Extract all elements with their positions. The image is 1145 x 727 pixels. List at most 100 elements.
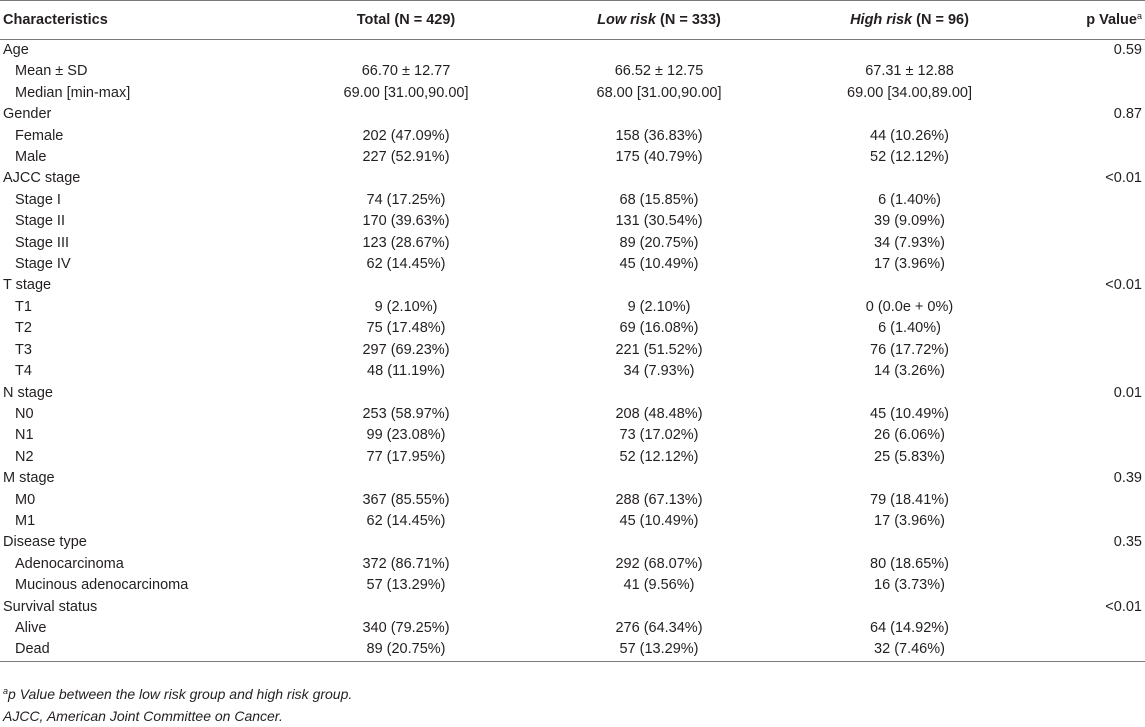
cell-p-value [1033,254,1145,275]
footnote-a-marker: a [3,686,9,696]
header-total: Total (N = 429) [280,0,532,40]
header-characteristics: Characteristics [0,0,280,40]
table-group-row: M stage 0.39 [0,468,1145,489]
cell-low-risk: 9 (2.10%) [627,298,691,315]
cell-high-risk: 52 (12.12%) [870,149,949,166]
cell-high-risk: 64 (14.92%) [870,619,949,636]
row-label: Mean ± SD [15,63,88,80]
cell-total: 66.70 ± 12.77 [361,63,451,80]
table-row: N0 253 (58.97%) 208 (48.48%) 45 (10.49%) [0,404,1145,425]
table-row: Median [min-max] 69.00 [31.00,90.00] 68.00… [0,83,1145,104]
cell-low-risk: 45 (10.49%) [619,256,699,273]
footnote-a-text: p Value between the low risk group and h… [8,686,353,702]
cell-high-risk: 39 (9.09%) [874,213,945,230]
cell-high-risk: 17 (3.96%) [874,512,945,529]
cell-high-risk [786,40,1033,62]
row-label: N1 [15,427,34,444]
cell-low-risk: 288 (67.13%) [615,491,703,508]
cell-high-risk: 69.00 [34.00,89.00] [847,84,972,101]
row-label: N2 [15,448,34,465]
cell-total [280,40,532,62]
table-row: Stage III 123 (28.67%) 89 (20.75%) 34 (7.93… [0,233,1145,254]
row-label: Dead [0,639,280,662]
cell-high-risk: 76 (17.72%) [870,341,949,358]
cell-p-value [1033,425,1145,446]
row-label: Adenocarcinoma [15,555,124,572]
cell-high-risk: 44 (10.26%) [870,127,949,144]
cell-low-risk [532,40,786,62]
cell-high-risk [786,168,1033,189]
cell-low-risk [532,168,786,189]
cell-total: 123 (28.67%) [362,234,450,251]
table-body: Age 0.59 Mean ± SD 66.70 ± 12.77 66.52 ± 12.… [0,40,1145,662]
cell-p-value: 0.01 [1113,384,1142,401]
table-row: T1 9 (2.10%) 9 (2.10%) 0 (0.0e + 0%) [0,297,1145,318]
cell-p-value [1033,61,1145,82]
cell-high-risk [786,275,1033,296]
row-label: T2 [15,320,32,337]
row-label: Stage II [15,213,65,230]
cell-low-risk: 276 (64.34%) [615,619,703,636]
cell-low-risk: 221 (51.52%) [615,341,703,358]
row-label: M0 [15,491,36,508]
cell-total: 170 (39.63%) [362,213,450,230]
row-label: N0 [15,405,34,422]
cell-total: 297 (69.23%) [362,341,450,358]
cell-low-risk: 45 (10.49%) [619,512,699,529]
cell-p-value [1033,361,1145,382]
cell-low-risk: 68.00 [31.00,90.00] [596,84,722,101]
row-label: T stage [3,277,52,294]
cell-high-risk: 0 (0.0e + 0%) [865,298,954,315]
cell-total: 74 (17.25%) [366,191,446,208]
cell-total [280,104,532,125]
table-group-row: Gender 0.87 [0,104,1145,125]
cell-total: 9 (2.10%) [374,298,438,315]
row-label: Mucinous adenocarcinoma [15,577,189,594]
cell-total [280,532,532,553]
cell-p-value [1033,233,1145,254]
cell-p-value [1033,190,1145,211]
row-label: N stage [3,384,53,401]
cell-high-risk: 6 (1.40%) [878,191,941,208]
cell-total: 89 (20.75%) [280,639,532,662]
cell-p-value: 0.35 [1113,534,1142,551]
footnote-ajcc: AJCC, American Joint Committee on Cancer… [3,708,283,724]
cell-low-risk [532,383,786,404]
cell-p-value: 0.59 [1113,42,1142,58]
cell-low-risk: 68 (15.85%) [619,191,699,208]
row-label: M1 [15,512,36,529]
header-low-risk: Low risk (N = 333) [532,0,786,40]
row-label: Stage III [15,234,70,251]
cell-low-risk: 34 (7.93%) [623,363,695,380]
row-label: T1 [15,298,32,315]
cell-p-value [1033,404,1145,425]
cell-total: 340 (79.25%) [362,619,450,636]
cell-low-risk: 175 (40.79%) [615,149,703,166]
header-high-risk-italic: High risk [850,12,913,28]
cell-low-risk [532,597,786,618]
cell-p-value [1033,639,1145,662]
cell-total [280,468,532,489]
table-row: N2 77 (17.95%) 52 (12.12%) 25 (5.83%) [0,447,1145,468]
header-low-risk-italic: Low risk [597,12,656,28]
cell-p-value: <0.01 [1105,277,1142,294]
header-characteristics-label: Characteristics [3,12,108,28]
cell-low-risk: 131 (30.54%) [615,213,703,230]
header-low-risk-n: (N = 333) [655,12,721,28]
cell-total: 227 (52.91%) [362,149,450,166]
row-label: AJCC stage [3,170,81,187]
cell-p-value [1033,318,1145,339]
cell-total: 372 (86.71%) [362,555,450,572]
cell-high-risk [786,104,1033,125]
cell-p-value [1033,211,1145,232]
cell-total: 202 (47.09%) [362,127,450,144]
cell-p-value [1033,554,1145,575]
row-label: Age [3,42,29,58]
cell-total: 77 (17.95%) [366,448,446,465]
cell-low-risk [532,532,786,553]
table-row: M1 62 (14.45%) 45 (10.49%) 17 (3.96%) [0,511,1145,532]
cell-p-value [1033,297,1145,318]
row-label: Disease type [3,534,87,551]
table-row: Female 202 (47.09%) 158 (36.83%) 44 (10.26%… [0,126,1145,147]
cell-total [280,383,532,404]
